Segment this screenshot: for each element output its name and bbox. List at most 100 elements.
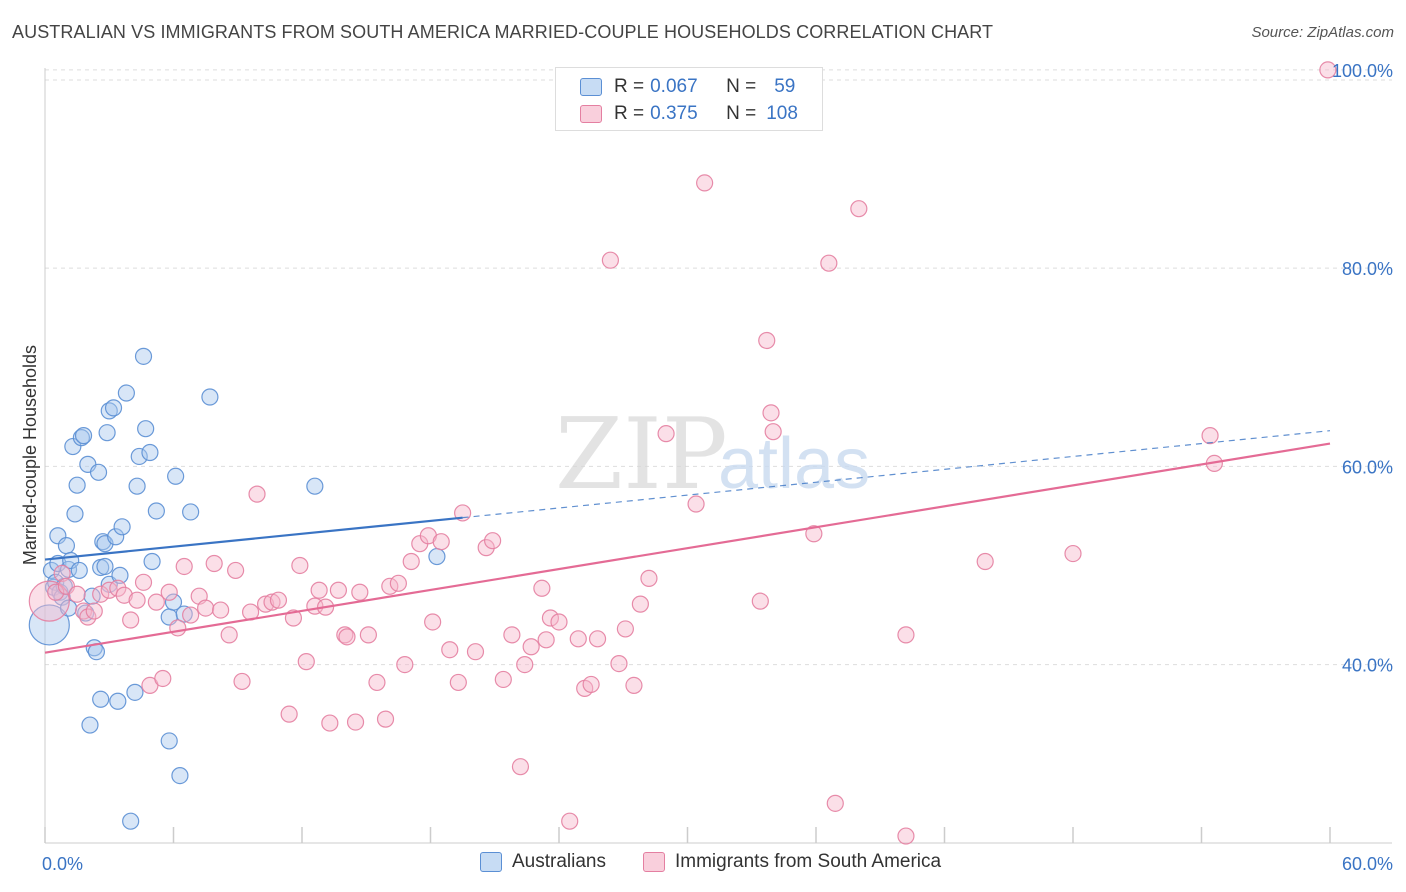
bottom-legend: Australians Immigrants from South Americ… bbox=[0, 851, 1406, 879]
australians-point-34 bbox=[104, 399, 123, 417]
source-label: Source: ZipAtlas.com bbox=[1251, 24, 1394, 41]
immigrants-point-44 bbox=[338, 628, 356, 646]
immigrants-point-85 bbox=[687, 495, 705, 513]
australians-point-13 bbox=[64, 437, 82, 456]
immigrants-point-59 bbox=[449, 673, 467, 692]
x-tick-label-max: 60.0% bbox=[1342, 854, 1393, 874]
trend-lines bbox=[44, 430, 1331, 654]
australians-point-18 bbox=[74, 427, 93, 445]
immigrants-point-49 bbox=[376, 710, 395, 728]
australians-point-14 bbox=[66, 505, 84, 523]
legend-r-value: 0.375 bbox=[650, 103, 698, 124]
australians-point-49 bbox=[160, 732, 178, 750]
immigrants-point-65 bbox=[503, 626, 521, 644]
immigrants-point-87 bbox=[751, 592, 769, 610]
immigrants-point-47 bbox=[359, 626, 377, 644]
legend-n-label: N = bbox=[726, 103, 757, 124]
australians-point-16 bbox=[70, 561, 88, 580]
legend-n-value: 59 bbox=[774, 76, 796, 97]
australians-point-25 bbox=[89, 463, 108, 481]
series-australians bbox=[28, 347, 446, 830]
immigrants-point-23 bbox=[197, 599, 215, 617]
immigrants-point-64 bbox=[494, 670, 512, 689]
australians-point-47 bbox=[143, 552, 161, 571]
australians-point-38 bbox=[113, 518, 131, 536]
legend-row-australians: R = 0.067 N = 59 bbox=[580, 75, 795, 99]
immigrants-point-53 bbox=[402, 552, 420, 571]
bottom-legend-swatch-pink bbox=[643, 852, 665, 872]
bottom-legend-swatch-blue bbox=[480, 852, 502, 872]
legend-row-immigrants: R = 0.375 N = 108 bbox=[580, 102, 798, 126]
immigrants-point-89 bbox=[764, 423, 782, 441]
watermark-zip: ZIP bbox=[555, 398, 728, 512]
immigrants-point-51 bbox=[389, 574, 407, 592]
bottom-legend-australians[interactable]: Australians bbox=[480, 851, 606, 873]
australians-point-9 bbox=[57, 537, 76, 555]
immigrants-point-45 bbox=[346, 713, 365, 731]
australians-point-36 bbox=[109, 692, 127, 710]
immigrants-point-77 bbox=[588, 630, 607, 648]
immigrants-point-63 bbox=[484, 532, 502, 550]
immigrants-point-82 bbox=[631, 595, 649, 613]
immigrants-point-99 bbox=[1201, 427, 1219, 445]
bottom-legend-label: Australians bbox=[512, 851, 606, 872]
immigrants-point-27 bbox=[227, 561, 245, 580]
australians-point-48 bbox=[147, 502, 165, 520]
immigrants-point-84 bbox=[657, 425, 675, 443]
australians-point-42 bbox=[128, 477, 146, 495]
australians-point-40 bbox=[122, 812, 140, 830]
immigrants-point-6 bbox=[79, 608, 97, 626]
australians-point-30 bbox=[96, 557, 114, 576]
immigrants-point-95 bbox=[897, 626, 915, 644]
immigrants-point-92 bbox=[820, 254, 838, 272]
legend-n-label: N = bbox=[726, 76, 757, 97]
immigrants-point-86 bbox=[696, 174, 714, 192]
legend-swatch-blue bbox=[580, 78, 602, 96]
australians-point-46 bbox=[141, 443, 159, 462]
y-axis-title: Married-couple Households bbox=[20, 345, 40, 565]
immigrants-point-97 bbox=[976, 552, 994, 571]
immigrants-point-30 bbox=[248, 485, 266, 503]
immigrants-point-39 bbox=[310, 581, 328, 599]
australians-point-35 bbox=[107, 528, 125, 546]
chart-title: AUSTRALIAN VS IMMIGRANTS FROM SOUTH AMER… bbox=[12, 22, 994, 42]
immigrants-point-62 bbox=[477, 539, 495, 557]
correlation-legend: R = 0.067 N = 59 R = 0.375 N = 108 bbox=[555, 67, 823, 131]
series-immigrants bbox=[28, 61, 1337, 845]
immigrants-point-68 bbox=[522, 638, 540, 656]
immigrants-point-91 bbox=[805, 525, 823, 543]
tick-labels: 40.0% 60.0% 80.0% 100.0% 0.0% 60.0% Married-co… bbox=[20, 61, 1393, 874]
immigrants-point-61 bbox=[466, 643, 485, 661]
australians-point-31 bbox=[98, 424, 116, 442]
watermark: ZIP atlas bbox=[555, 398, 870, 512]
immigrants-point-101 bbox=[1319, 61, 1337, 79]
immigrants-point-67 bbox=[516, 655, 534, 674]
australians-point-37 bbox=[111, 566, 129, 584]
australians-point-39 bbox=[117, 384, 135, 402]
immigrants-point-19 bbox=[169, 619, 187, 637]
immigrants-point-34 bbox=[280, 705, 298, 723]
immigrants-point-73 bbox=[561, 812, 579, 830]
australians-trend-solid bbox=[44, 516, 463, 561]
bottom-legend-immigrants[interactable]: Immigrants from South America bbox=[643, 851, 941, 873]
immigrants-point-8 bbox=[92, 585, 110, 603]
immigrants-point-74 bbox=[569, 630, 587, 648]
immigrants-point-33 bbox=[269, 591, 288, 609]
immigrants-point-76 bbox=[582, 675, 600, 694]
immigrants-point-25 bbox=[212, 601, 230, 619]
immigrants-point-83 bbox=[640, 569, 658, 587]
immigrants-point-4 bbox=[68, 585, 86, 603]
legend-r-label: R = bbox=[614, 103, 645, 124]
immigrants-point-48 bbox=[368, 673, 386, 692]
australians-point-54 bbox=[175, 605, 193, 623]
immigrants-point-18 bbox=[160, 583, 178, 601]
y-tick-label-40: 40.0% bbox=[1342, 656, 1393, 676]
immigrants-point-58 bbox=[441, 641, 459, 659]
y-tick-label-100: 100.0% bbox=[1332, 61, 1393, 81]
legend-swatch-pink bbox=[580, 105, 602, 123]
immigrants-point-80 bbox=[616, 620, 634, 638]
immigrants-point-20 bbox=[175, 557, 193, 576]
immigrants-point-98 bbox=[1064, 544, 1082, 563]
australians-point-21 bbox=[81, 716, 99, 734]
